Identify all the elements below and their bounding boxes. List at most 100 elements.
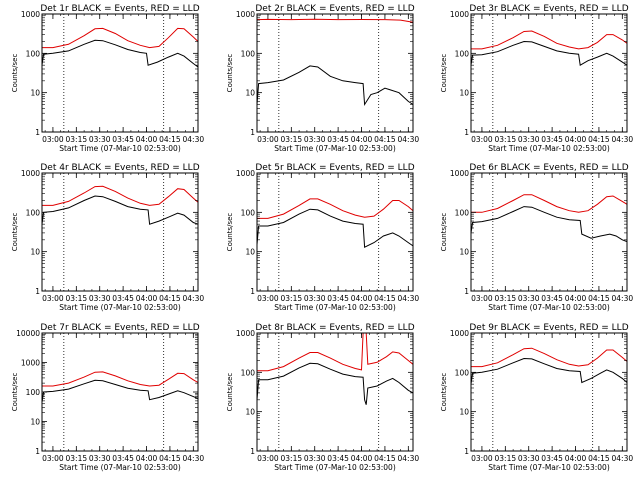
x-axis-label: Start Time (07-Mar-10 02:53:00) xyxy=(488,303,610,312)
y-tick-label: 100 xyxy=(455,368,470,377)
y-axis-label: Counts/sec xyxy=(11,373,19,412)
x-tick-label: 03:15 xyxy=(66,294,88,303)
x-tick-label: 04:15 xyxy=(159,135,181,144)
y-tick-label: 1 xyxy=(464,287,469,296)
y-tick-label: 1 xyxy=(250,287,255,296)
y-tick-label: 1 xyxy=(250,447,255,456)
x-tick-label: 03:45 xyxy=(112,454,134,463)
y-tick-label: 10 xyxy=(459,408,469,417)
x-tick-label: 03:15 xyxy=(495,135,517,144)
y-tick-label: 100 xyxy=(241,368,256,377)
x-tick-label: 04:30 xyxy=(398,135,420,144)
y-tick-label: 1 xyxy=(35,128,40,137)
y-axis-label: Counts/sec xyxy=(226,213,234,252)
y-tick-label: 1000 xyxy=(21,169,40,178)
x-axis-label: Start Time (07-Mar-10 02:53:00) xyxy=(488,463,610,472)
x-tick-label: 03:15 xyxy=(495,294,517,303)
y-tick-label: 10 xyxy=(245,89,255,98)
series-line-lld xyxy=(257,198,414,219)
x-tick-label: 04:00 xyxy=(136,454,158,463)
y-tick-label: 100 xyxy=(241,49,256,58)
y-tick-label: 1 xyxy=(250,128,255,137)
series-line-events xyxy=(41,379,199,403)
series-line-events xyxy=(41,39,199,68)
y-tick-label: 1000 xyxy=(236,329,255,338)
x-tick-label: 03:30 xyxy=(518,454,540,463)
x-tick-label: 03:15 xyxy=(281,135,303,144)
x-tick-label: 04:00 xyxy=(351,135,373,144)
x-tick-label: 03:00 xyxy=(471,294,493,303)
x-tick-label: 04:15 xyxy=(159,294,181,303)
series-line-events xyxy=(470,40,628,67)
y-axis-label: Counts/sec xyxy=(440,373,448,412)
x-tick-label: 03:30 xyxy=(89,294,111,303)
x-tick-label: 03:45 xyxy=(112,294,134,303)
x-tick-label: 03:00 xyxy=(42,294,64,303)
x-tick-label: 03:30 xyxy=(304,454,326,463)
series-line-events xyxy=(470,206,628,243)
series-line-lld xyxy=(471,347,628,368)
panel-title: Det 1r BLACK = Events, RED = LLD xyxy=(40,4,199,14)
plot-frame xyxy=(256,13,414,133)
x-tick-label: 04:15 xyxy=(159,454,181,463)
x-tick-label: 03:30 xyxy=(304,294,326,303)
x-tick-label: 04:15 xyxy=(588,294,610,303)
plot-frame xyxy=(41,172,199,292)
y-tick-label: 1 xyxy=(464,447,469,456)
x-tick-label: 04:30 xyxy=(398,454,420,463)
panel-title: Det 6r BLACK = Events, RED = LLD xyxy=(469,163,628,173)
panel-title: Det 7r BLACK = Events, RED = LLD xyxy=(40,323,199,333)
y-tick-label: 10000 xyxy=(16,329,40,338)
x-tick-label: 03:45 xyxy=(541,135,563,144)
y-tick-label: 1000 xyxy=(21,10,40,19)
x-tick-label: 04:00 xyxy=(565,454,587,463)
panel-title: Det 9r BLACK = Events, RED = LLD xyxy=(469,323,628,333)
x-tick-label: 03:15 xyxy=(66,454,88,463)
y-tick-label: 1000 xyxy=(450,10,469,19)
y-tick-label: 100 xyxy=(26,208,41,217)
y-tick-label: 1 xyxy=(35,447,40,456)
x-tick-label: 03:45 xyxy=(327,454,349,463)
plot-frame xyxy=(256,332,414,452)
x-tick-label: 03:30 xyxy=(89,454,111,463)
plot-frame xyxy=(256,172,414,292)
x-tick-label: 03:45 xyxy=(327,294,349,303)
y-tick-label: 1 xyxy=(464,128,469,137)
x-tick-label: 03:30 xyxy=(518,135,540,144)
y-tick-label: 1000 xyxy=(450,329,469,338)
y-tick-label: 100 xyxy=(241,208,256,217)
x-tick-label: 04:30 xyxy=(398,294,420,303)
x-tick-label: 03:15 xyxy=(281,294,303,303)
x-tick-label: 04:15 xyxy=(588,135,610,144)
y-tick-label: 10 xyxy=(459,89,469,98)
x-tick-label: 03:00 xyxy=(471,135,493,144)
series-line-lld xyxy=(257,332,414,372)
x-tick-label: 03:00 xyxy=(471,454,493,463)
plot-frame xyxy=(470,172,628,292)
plot-frame xyxy=(41,13,199,133)
x-tick-label: 04:30 xyxy=(612,454,634,463)
x-axis-label: Start Time (07-Mar-10 02:53:00) xyxy=(274,463,396,472)
y-axis-label: Counts/sec xyxy=(11,213,19,252)
x-tick-label: 04:00 xyxy=(136,294,158,303)
y-tick-label: 100 xyxy=(455,208,470,217)
y-axis-label: Counts/sec xyxy=(11,54,19,93)
x-tick-label: 03:15 xyxy=(66,135,88,144)
x-tick-label: 04:15 xyxy=(588,454,610,463)
y-tick-label: 1 xyxy=(35,287,40,296)
series-line-lld xyxy=(256,18,414,23)
x-tick-label: 03:30 xyxy=(304,135,326,144)
x-tick-label: 04:30 xyxy=(612,294,634,303)
x-tick-label: 04:30 xyxy=(183,454,205,463)
panel-title: Det 5r BLACK = Events, RED = LLD xyxy=(255,163,414,173)
x-tick-label: 04:00 xyxy=(351,294,373,303)
panel-title: Det 4r BLACK = Events, RED = LLD xyxy=(40,163,199,173)
y-tick-label: 10 xyxy=(30,89,40,98)
panel-title: Det 2r BLACK = Events, RED = LLD xyxy=(255,4,414,14)
panel-title: Det 8r BLACK = Events, RED = LLD xyxy=(255,323,414,333)
